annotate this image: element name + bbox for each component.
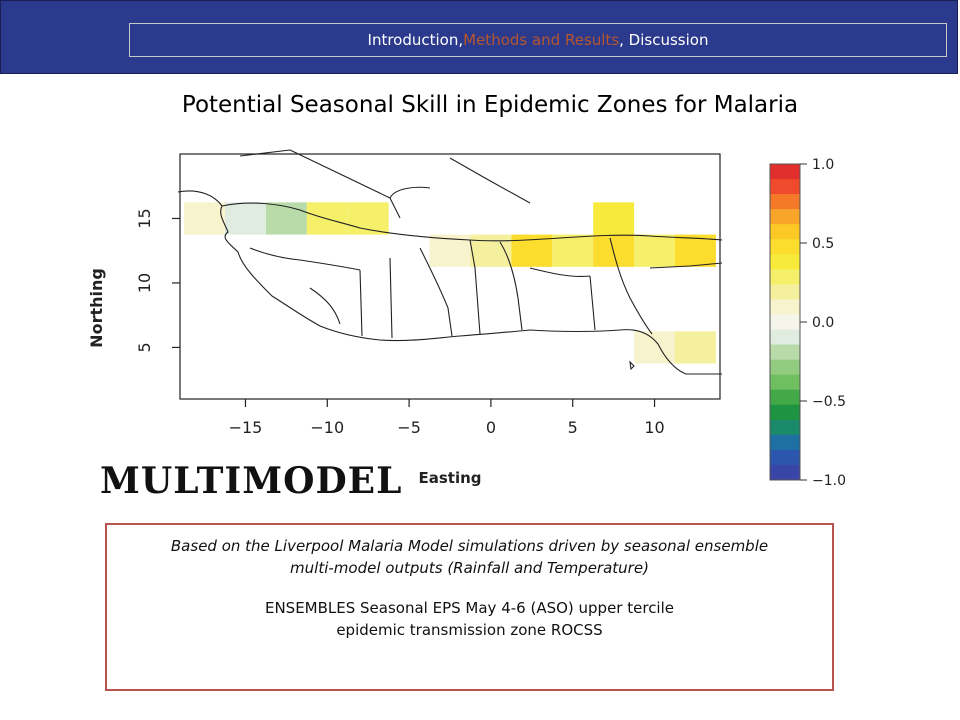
skill-map-chart: −15 −10 −5 0 5 10 5 10 15 Northing Easting <box>90 148 740 500</box>
heatmap-cell-1 <box>225 202 266 235</box>
colorbar-swatch <box>770 179 800 195</box>
map-background <box>90 148 740 500</box>
colorbar-swatch <box>770 359 800 376</box>
colorbar-swatch <box>770 329 800 346</box>
plot-frame <box>179 153 721 400</box>
x-tick-label: 10 <box>644 418 664 437</box>
y-tick-label: 10 <box>135 273 154 293</box>
colorbar-swatch <box>770 464 800 481</box>
colorbar-tick-label: 0.5 <box>812 236 834 252</box>
colorbar-tick-label: −1.0 <box>812 473 846 489</box>
colorbar-swatch <box>770 389 800 406</box>
sahara-border <box>239 149 531 219</box>
x-axis-ticks: −15 −10 −5 0 5 10 <box>229 399 665 437</box>
breadcrumb-current-section: Methods and Results <box>463 31 620 49</box>
colorbar-swatch <box>770 254 800 270</box>
colorbar-ticks: 1.0 0.5 0.0 −0.5 −1.0 <box>800 157 846 489</box>
header-bar: Introduction, Methods and Results, Discu… <box>0 0 958 74</box>
colorbar-tick-label: −0.5 <box>812 394 846 410</box>
caption-line-4: epidemic transmission zone ROCSS <box>336 621 603 639</box>
interior-borders <box>249 237 723 339</box>
x-tick-label: −15 <box>229 418 263 437</box>
colorbar-swatch <box>770 284 800 300</box>
heatmap-cell-0 <box>184 202 225 235</box>
heatmap-cell-5 <box>593 202 635 235</box>
caption-line-1: Based on the Liverpool Malaria Model sim… <box>170 537 769 555</box>
caption-line-3: ENSEMBLES Seasonal EPS May 4-6 (ASO) upp… <box>264 599 674 617</box>
colorbar-swatches <box>770 164 800 481</box>
heatmap-cell-12 <box>675 234 716 267</box>
colorbar-legend: 1.0 0.5 0.0 −0.5 −1.0 <box>769 157 846 489</box>
heatmap-cell-14 <box>675 331 716 364</box>
colorbar-tick-label: 0.0 <box>812 315 834 331</box>
slide-title: Potential Seasonal Skill in Epidemic Zon… <box>181 92 799 118</box>
caption-line-2: multi-model outputs (Rainfall and Temper… <box>290 559 649 577</box>
colorbar-swatch <box>770 194 800 210</box>
y-tick-label: 15 <box>135 208 154 228</box>
colorbar-swatch <box>770 299 800 315</box>
model-label: MULTIMODEL <box>100 460 403 502</box>
colorbar-swatch <box>770 209 800 225</box>
colorbar-swatch <box>770 224 800 240</box>
y-axis-label: Northing <box>90 268 106 348</box>
caption-box: Based on the Liverpool Malaria Model sim… <box>105 523 834 691</box>
colorbar-swatch <box>770 344 800 361</box>
y-axis-ticks: 5 10 15 <box>135 208 180 353</box>
x-tick-label: 5 <box>568 418 578 437</box>
y-tick-label: 5 <box>135 342 154 352</box>
x-axis-label: Easting <box>418 469 481 487</box>
colorbar-swatch <box>770 419 800 436</box>
breadcrumb-intro: Introduction, <box>367 31 464 49</box>
colorbar-swatch <box>770 314 800 331</box>
heatmap-cell-13 <box>634 331 675 364</box>
colorbar-swatch <box>770 434 800 451</box>
island-outline <box>629 360 635 371</box>
section-breadcrumb: Introduction, Methods and Results, Discu… <box>129 23 947 57</box>
breadcrumb-discussion: , Discussion <box>619 31 709 49</box>
heatmap-cell-11 <box>634 234 675 267</box>
colorbar-swatch <box>770 374 800 391</box>
west-africa-coastline <box>177 190 722 375</box>
x-tick-label: −5 <box>397 418 421 437</box>
heatmap-cell-9 <box>552 234 594 267</box>
x-tick-label: −10 <box>310 418 344 437</box>
colorbar-swatch <box>770 239 800 255</box>
coastline-lines <box>177 149 723 375</box>
colorbar-swatch <box>770 404 800 421</box>
colorbar-swatch <box>770 269 800 285</box>
colorbar-swatch <box>770 164 800 180</box>
colorbar-swatch <box>770 449 800 466</box>
colorbar-tick-label: 1.0 <box>812 157 834 173</box>
x-tick-label: 0 <box>486 418 496 437</box>
heatmap-cell-2 <box>265 202 307 235</box>
